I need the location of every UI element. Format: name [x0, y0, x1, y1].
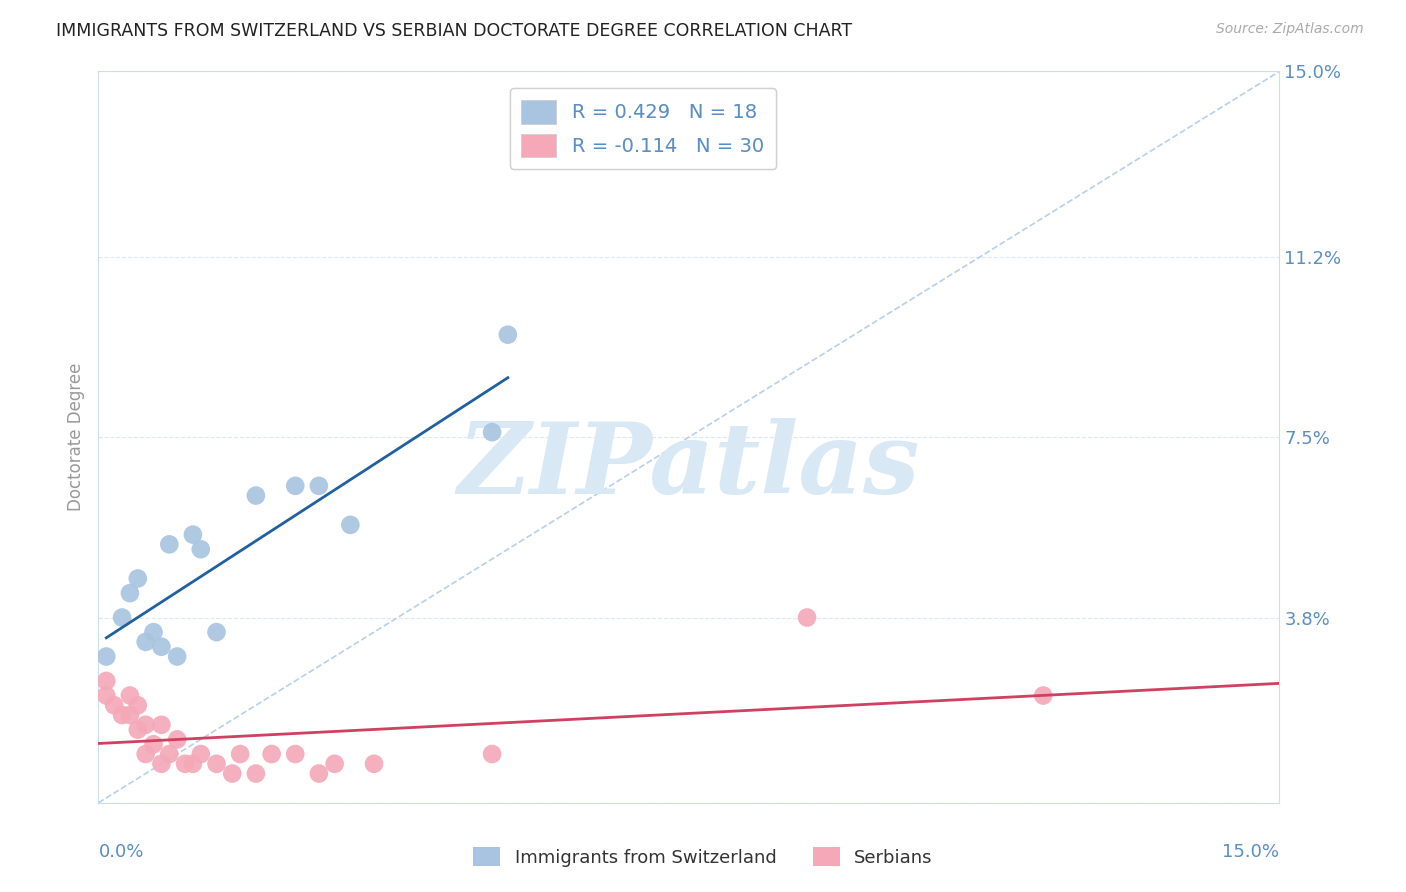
Point	[245, 489, 267, 503]
Point	[127, 572, 149, 586]
Text: 15.0%: 15.0%	[1222, 843, 1279, 861]
Point	[284, 747, 307, 761]
Point	[118, 689, 141, 703]
Point	[157, 537, 180, 551]
Point	[118, 586, 141, 600]
Point	[103, 698, 125, 713]
Point	[142, 737, 165, 751]
Point	[229, 747, 252, 761]
Point	[150, 718, 173, 732]
Legend: R = 0.429   N = 18, R = -0.114   N = 30: R = 0.429 N = 18, R = -0.114 N = 30	[510, 88, 776, 169]
Point	[260, 747, 283, 761]
Point	[1032, 689, 1054, 703]
Point	[96, 689, 118, 703]
Point	[308, 766, 330, 780]
Text: Source: ZipAtlas.com: Source: ZipAtlas.com	[1216, 22, 1364, 37]
Point	[111, 610, 134, 624]
Point	[496, 327, 519, 342]
Y-axis label: Doctorate Degree: Doctorate Degree	[66, 363, 84, 511]
Point	[166, 732, 188, 747]
Point	[142, 625, 165, 640]
Point	[127, 698, 149, 713]
Point	[150, 640, 173, 654]
Point	[157, 747, 180, 761]
Text: IMMIGRANTS FROM SWITZERLAND VS SERBIAN DOCTORATE DEGREE CORRELATION CHART: IMMIGRANTS FROM SWITZERLAND VS SERBIAN D…	[56, 22, 852, 40]
Point	[174, 756, 197, 771]
Point	[481, 425, 503, 440]
Point	[111, 708, 134, 723]
Point	[135, 635, 157, 649]
Point	[166, 649, 188, 664]
Point	[796, 610, 818, 624]
Point	[205, 625, 228, 640]
Point	[190, 542, 212, 557]
Point	[135, 718, 157, 732]
Point	[221, 766, 243, 780]
Point	[481, 747, 503, 761]
Text: ZIPatlas: ZIPatlas	[458, 418, 920, 515]
Text: 0.0%: 0.0%	[98, 843, 143, 861]
Point	[181, 527, 204, 541]
Point	[150, 756, 173, 771]
Point	[323, 756, 346, 771]
Point	[181, 756, 204, 771]
Point	[118, 708, 141, 723]
Point	[284, 479, 307, 493]
Point	[245, 766, 267, 780]
Point	[205, 756, 228, 771]
Point	[127, 723, 149, 737]
Point	[190, 747, 212, 761]
Legend: Immigrants from Switzerland, Serbians: Immigrants from Switzerland, Serbians	[465, 840, 941, 874]
Point	[96, 673, 118, 688]
Point	[96, 649, 118, 664]
Point	[135, 747, 157, 761]
Point	[339, 517, 361, 532]
Point	[308, 479, 330, 493]
Point	[363, 756, 385, 771]
